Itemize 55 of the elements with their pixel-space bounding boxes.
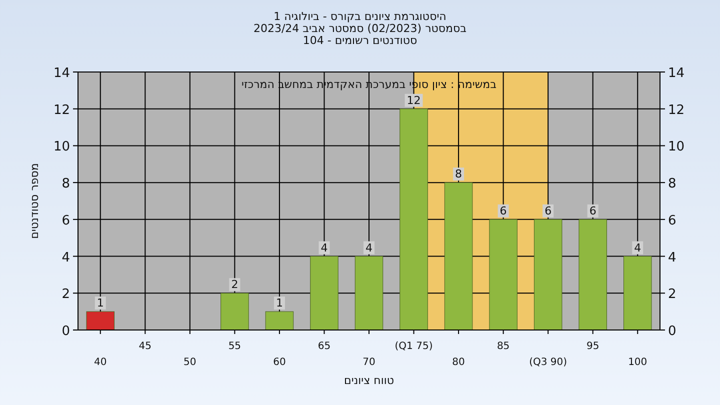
y-tick-label: 0 <box>62 324 70 339</box>
data-label: 1 <box>276 296 283 310</box>
data-label: 1 <box>96 296 104 310</box>
data-label: 6 <box>544 204 552 218</box>
x-axis-title: טווח ציונים <box>344 374 394 387</box>
x-tick-label: 40 <box>94 357 107 368</box>
data-label: 4 <box>320 241 328 254</box>
bar <box>534 219 562 330</box>
bar <box>623 256 652 330</box>
y2-tick-label: 8 <box>668 176 676 192</box>
bar <box>310 256 338 330</box>
data-label: 6 <box>589 204 596 218</box>
x-tick-label: (Q3 90) <box>529 357 568 368</box>
x-tick-label: 65 <box>318 341 331 352</box>
y-tick-label: 2 <box>62 287 70 302</box>
x-tick-label: 50 <box>184 357 196 368</box>
y2-tick-label: 6 <box>668 213 676 228</box>
x-tick-label: 95 <box>586 341 600 352</box>
bar <box>354 256 384 330</box>
y2-tick-label: 0 <box>668 324 676 339</box>
y-tick-label: 6 <box>62 213 70 228</box>
y-tick-label: 12 <box>53 102 70 118</box>
data-label: 12 <box>406 94 421 107</box>
x-tick-label: 70 <box>362 357 376 368</box>
chart-title: היסטוגרמת ציונים בקורס - ביולוגיה 1 <box>274 10 446 23</box>
x-tick-label: 60 <box>273 357 286 368</box>
y-axis-title: מספר סטודנטים <box>28 163 41 239</box>
x-tick-label: 45 <box>138 341 152 352</box>
bar <box>220 292 249 330</box>
data-label: 4 <box>366 241 372 254</box>
data-label: 4 <box>634 241 642 254</box>
y2-tick-label: 4 <box>668 250 676 266</box>
bar <box>86 311 115 330</box>
x-tick-label: 55 <box>228 341 242 352</box>
y2-tick-label: 2 <box>668 287 676 302</box>
y-tick-label: 8 <box>62 176 70 192</box>
bar <box>444 182 473 330</box>
bar <box>400 108 428 330</box>
y-tick-label: 10 <box>53 140 70 155</box>
bar <box>265 311 294 330</box>
y2-tick-label: 10 <box>668 140 685 155</box>
y-tick-label: 14 <box>53 66 70 81</box>
chart-subtitle: בסמסטר (02/2023) סמסטר אביב 2023/24 סטודנטים רשומים - 104 <box>253 22 467 47</box>
x-tick-label: 100 <box>628 357 648 368</box>
data-label: 2 <box>231 278 238 292</box>
x-tick-label: (Q1 75) <box>394 341 433 352</box>
data-label: 8 <box>455 168 462 181</box>
y2-tick-label: 12 <box>668 102 685 118</box>
x-tick-label: 80 <box>452 357 465 368</box>
y-tick-label: 4 <box>62 250 70 266</box>
bar <box>578 219 607 330</box>
bar <box>489 219 518 330</box>
data-label: 6 <box>500 204 507 218</box>
y2-tick-label: 14 <box>668 66 685 81</box>
x-tick-label: 85 <box>496 341 510 352</box>
